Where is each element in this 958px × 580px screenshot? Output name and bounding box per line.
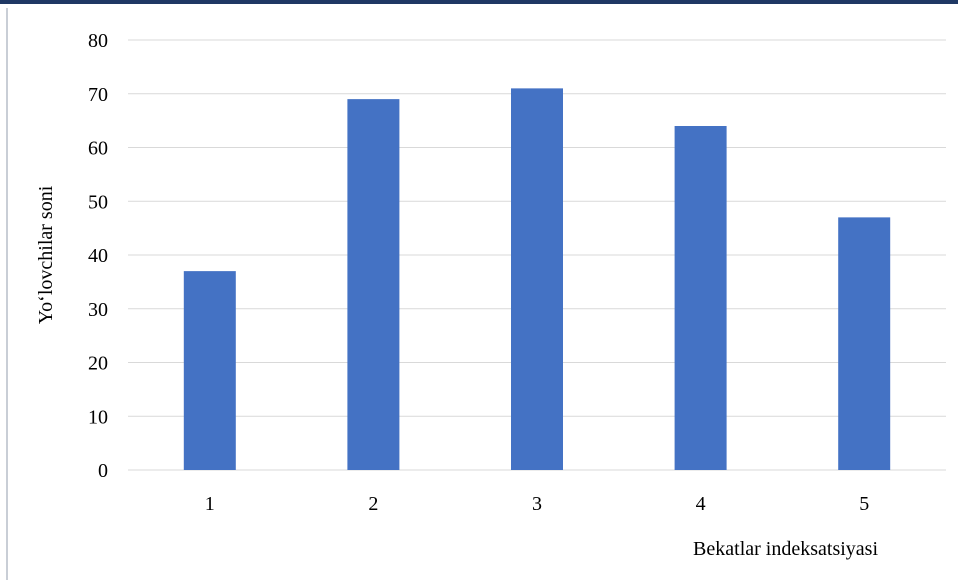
bar [838, 217, 891, 470]
page-side-rule [6, 8, 8, 580]
y-tick-label: 30 [88, 299, 108, 321]
y-tick-label: 10 [88, 406, 108, 428]
x-tick-label: 2 [368, 493, 378, 515]
y-tick-label: 70 [88, 84, 108, 106]
corner-decoration: ~ ~ ~ [848, 0, 958, 8]
y-tick-label: 80 [88, 30, 108, 52]
y-tick-label: 60 [88, 138, 108, 160]
x-tick-label: 5 [859, 493, 869, 515]
bar [674, 126, 727, 470]
x-tick-label: 3 [532, 493, 542, 515]
x-tick-label: 1 [205, 493, 215, 515]
page-top-rule [0, 0, 958, 4]
y-tick-label: 40 [88, 245, 108, 267]
y-tick-label: 0 [98, 460, 108, 482]
bar [347, 99, 400, 470]
bar [183, 271, 236, 470]
bars [183, 88, 891, 470]
bar [511, 88, 563, 470]
y-axis-title: Yo‘lovchilar soni [35, 185, 57, 324]
x-tick-label: 4 [696, 493, 706, 515]
x-axis-title: Bekatlar indeksatsiyasi [693, 538, 878, 560]
y-tick-labels: 0 10 20 30 40 50 60 70 80 [88, 30, 108, 482]
x-tick-labels: 1 2 3 4 5 [205, 493, 869, 515]
y-tick-label: 20 [88, 353, 108, 375]
y-tick-label: 50 [88, 191, 108, 213]
